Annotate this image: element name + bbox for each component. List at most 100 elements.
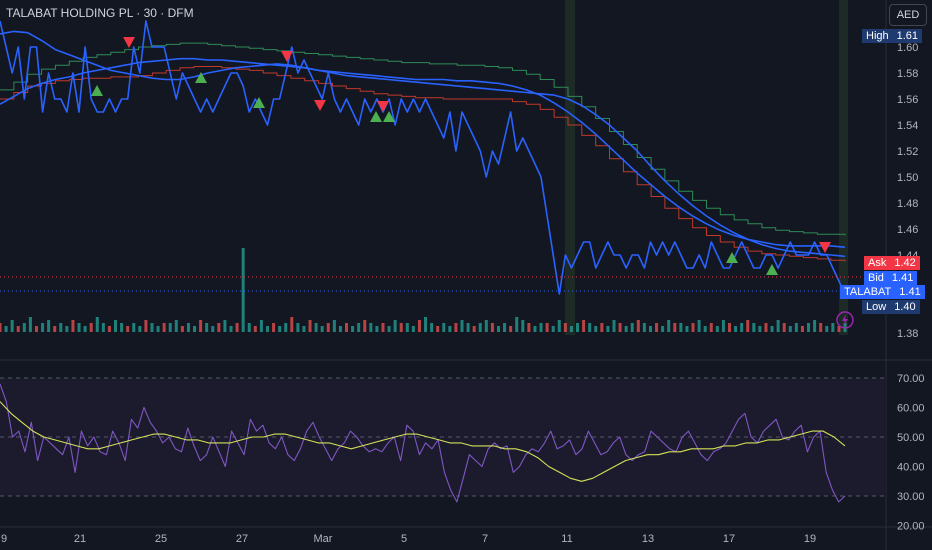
volume-bar [278, 326, 282, 332]
time-tick-label: 19 [804, 533, 816, 545]
volume-bar [162, 323, 166, 332]
volume-bar [661, 326, 665, 332]
volume-bar [126, 326, 130, 332]
volume-bar [326, 323, 330, 332]
volume-bar [509, 326, 513, 332]
ask-label: Ask [864, 256, 891, 270]
volume-bar [721, 320, 725, 332]
rsi-tick-label: 60.00 [897, 403, 925, 415]
volume-bar [417, 320, 421, 332]
sell-signal-marker [819, 242, 831, 253]
buy-signal-marker [91, 85, 103, 96]
volume-bar [247, 323, 251, 332]
buy-signal-marker [195, 72, 207, 83]
price-tick-label: 1.52 [897, 146, 918, 158]
volume-bar [648, 326, 652, 332]
rsi-ma-line [0, 401, 846, 482]
high-label: High [862, 29, 893, 43]
volume-bar [34, 326, 38, 332]
volume-bar [199, 320, 203, 332]
volume-bar [272, 323, 276, 332]
rsi-tick-label: 20.00 [897, 521, 925, 533]
volume-bar [265, 326, 269, 332]
volume-bar [752, 323, 756, 332]
volume-bar [150, 323, 154, 332]
volume-bar [800, 326, 804, 332]
time-tick-label: 11 [561, 533, 572, 545]
buy-signal-marker [383, 111, 395, 122]
volume-bar [387, 326, 391, 332]
price-tick-label: 1.38 [897, 328, 918, 340]
volume-bar [837, 326, 841, 332]
volume-bar [484, 320, 488, 332]
low-label: Low [862, 300, 891, 314]
volume-bar [120, 323, 124, 332]
session-highlight-0 [565, 0, 575, 335]
last-price-tag: TALABAT 1.41 [840, 285, 925, 299]
volume-bar [424, 317, 428, 332]
price-tick-label: 1.50 [897, 172, 918, 184]
volume-bar [673, 323, 677, 332]
bid-label: Bid [864, 271, 888, 285]
volume-bar [436, 326, 440, 332]
price-tick-label: 1.56 [897, 94, 918, 106]
volume-bar [284, 323, 288, 332]
volume-bar [363, 320, 367, 332]
currency-button[interactable]: AED [889, 4, 927, 26]
volume-bar [290, 317, 294, 332]
volume-bar [223, 320, 227, 332]
volume-bar [430, 323, 434, 332]
volume-bar [490, 323, 494, 332]
volume-bar [144, 320, 148, 332]
volume-bar [229, 326, 233, 332]
volume-bar [138, 326, 142, 332]
volume-bar [539, 323, 543, 332]
volume-bar [411, 326, 415, 332]
volume-bar [612, 320, 616, 332]
price-tick-label: 1.58 [897, 68, 918, 80]
ask-value: 1.42 [890, 256, 920, 270]
time-tick-label: 13 [642, 533, 654, 545]
volume-bar [351, 326, 355, 332]
volume-bar [253, 326, 257, 332]
volume-bar [107, 326, 111, 332]
volume-bar [235, 323, 239, 332]
volume-bar [667, 320, 671, 332]
high-value: 1.61 [892, 29, 923, 43]
volume-bar [807, 323, 811, 332]
buy-signal-marker [370, 111, 382, 122]
price-tick-label: 1.48 [897, 198, 918, 210]
rsi-tick-label: 30.00 [897, 491, 925, 503]
volume-bar [496, 326, 500, 332]
sell-signal-marker [377, 101, 389, 112]
volume-bar [624, 326, 628, 332]
volume-bar [211, 326, 215, 332]
volume-bar [89, 323, 93, 332]
volume-bar [521, 320, 525, 332]
volume-bar [16, 326, 20, 332]
volume-bar [83, 326, 87, 332]
volume-bar [576, 323, 580, 332]
volume-bar [734, 326, 738, 332]
volume-bar [533, 326, 537, 332]
volume-bar [636, 320, 640, 332]
sell-signal-marker [314, 100, 326, 111]
lightning-bolt [842, 314, 848, 326]
volume-bar [114, 320, 118, 332]
volume-bar [332, 320, 336, 332]
volume-bar [405, 323, 409, 332]
volume-bar [758, 326, 762, 332]
volume-bar [618, 323, 622, 332]
volume-bar [174, 320, 178, 332]
rsi-tick-label: 50.00 [897, 432, 925, 444]
volume-bar [205, 323, 209, 332]
symbol-legend[interactable]: TALABAT HOLDING PL · 30 · DFM [6, 6, 194, 20]
rsi-line [0, 383, 846, 503]
volume-bar [472, 326, 476, 332]
volume-bar [594, 326, 598, 332]
volume-bar [442, 323, 446, 332]
volume-bar [831, 323, 835, 332]
price-tick-label: 1.46 [897, 224, 918, 236]
volume-bar [0, 323, 2, 332]
